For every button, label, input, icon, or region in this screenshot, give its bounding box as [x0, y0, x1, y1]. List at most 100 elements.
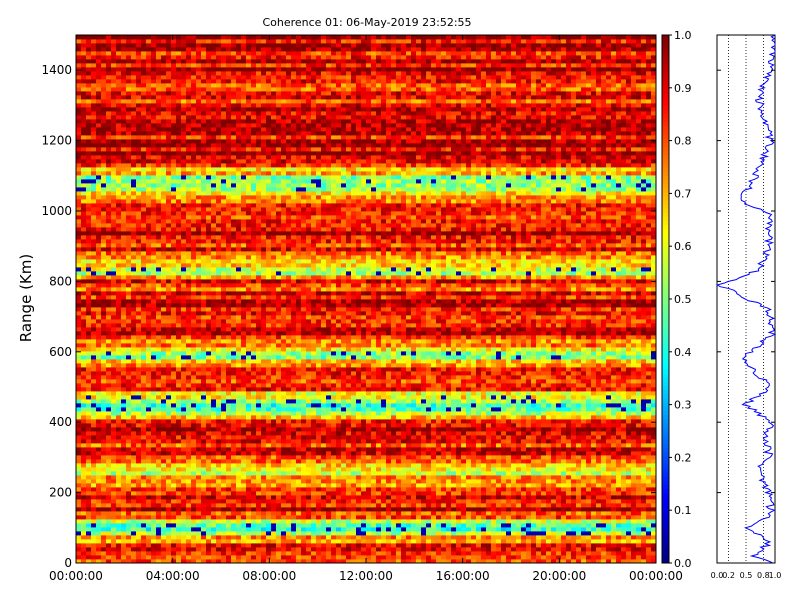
heatmap-cell — [91, 463, 97, 468]
heatmap-cell — [506, 431, 512, 436]
heatmap-cell — [276, 451, 282, 456]
heatmap-cell — [336, 403, 342, 408]
heatmap-cell — [246, 487, 252, 492]
heatmap-cell — [446, 395, 452, 400]
heatmap-cell — [591, 391, 597, 396]
heatmap-cell — [411, 403, 417, 408]
heatmap-cell — [271, 511, 277, 516]
heatmap-cell — [411, 471, 417, 476]
heatmap-cell — [206, 471, 212, 476]
heatmap-cell — [351, 539, 357, 544]
heatmap-cell — [366, 435, 372, 440]
heatmap-cell — [406, 483, 412, 488]
heatmap-cell — [531, 527, 537, 532]
heatmap-cell — [231, 555, 237, 560]
heatmap-cell — [501, 531, 507, 536]
heatmap-cell — [111, 495, 117, 500]
heatmap-cell — [631, 523, 637, 528]
heatmap-cell — [276, 407, 282, 412]
heatmap-cell — [281, 447, 287, 452]
heatmap-cell — [421, 423, 427, 428]
heatmap-cell — [431, 439, 437, 444]
heatmap-cell — [576, 463, 582, 468]
heatmap-cell — [221, 463, 227, 468]
heatmap-cell — [631, 503, 637, 508]
heatmap-cell — [441, 515, 447, 520]
heatmap-cell — [141, 447, 147, 452]
heatmap-cell — [96, 487, 102, 492]
heatmap-cell — [451, 435, 457, 440]
heatmap-cell — [311, 559, 317, 564]
heatmap-cell — [516, 483, 522, 488]
heatmap-cell — [311, 495, 317, 500]
heatmap-cell — [416, 479, 422, 484]
heatmap-cell — [206, 531, 212, 536]
heatmap-cell — [131, 411, 137, 416]
heatmap-cell — [416, 435, 422, 440]
heatmap-cell — [381, 535, 387, 540]
heatmap-cell — [211, 463, 217, 468]
heatmap-cell — [266, 523, 272, 528]
heatmap-cell — [361, 495, 367, 500]
heatmap-cell — [621, 535, 627, 540]
heatmap-cell — [136, 431, 142, 436]
heatmap-cell — [626, 471, 632, 476]
heatmap-cell — [411, 411, 417, 416]
heatmap-cell — [411, 455, 417, 460]
heatmap-cell — [116, 475, 122, 480]
heatmap-cell — [546, 551, 552, 556]
heatmap-cell — [171, 535, 177, 540]
heatmap-cell — [306, 499, 312, 504]
heatmap-cell — [176, 395, 182, 400]
heatmap-cell — [231, 547, 237, 552]
heatmap-cell — [466, 451, 472, 456]
heatmap-cell — [136, 503, 142, 508]
heatmap-cell — [131, 527, 137, 532]
heatmap-cell — [336, 523, 342, 528]
heatmap-cell — [296, 535, 302, 540]
heatmap-cell — [431, 399, 437, 404]
heatmap-cell — [581, 411, 587, 416]
heatmap-cell — [326, 415, 332, 420]
heatmap-cell — [521, 471, 527, 476]
heatmap-cell — [366, 515, 372, 520]
heatmap-cell — [631, 479, 637, 484]
heatmap-cell — [151, 531, 157, 536]
heatmap-cell — [241, 495, 247, 500]
heatmap-cell — [276, 463, 282, 468]
heatmap-cell — [346, 423, 352, 428]
heatmap-cell — [631, 435, 637, 440]
heatmap-cell — [396, 523, 402, 528]
heatmap-cell — [171, 543, 177, 548]
heatmap-cell — [491, 403, 497, 408]
heatmap-cell — [231, 531, 237, 536]
heatmap-cell — [331, 523, 337, 528]
heatmap-cell — [486, 407, 492, 412]
heatmap-cell — [486, 543, 492, 548]
heatmap-cell — [206, 487, 212, 492]
heatmap-cell — [251, 515, 257, 520]
heatmap-cell — [401, 559, 407, 564]
heatmap-cell — [401, 443, 407, 448]
heatmap-cell — [471, 495, 477, 500]
heatmap-cell — [311, 451, 317, 456]
heatmap-cell — [486, 483, 492, 488]
heatmap-cell — [546, 495, 552, 500]
heatmap-cell — [346, 455, 352, 460]
heatmap-cell — [456, 467, 462, 472]
heatmap-cell — [496, 467, 502, 472]
heatmap-cell — [501, 431, 507, 436]
heatmap-cell — [81, 547, 87, 552]
heatmap-cell — [256, 459, 262, 464]
heatmap-cell — [471, 515, 477, 520]
heatmap-cell — [126, 447, 132, 452]
heatmap-cell — [496, 447, 502, 452]
heatmap-cell — [166, 391, 172, 396]
heatmap-cell — [221, 435, 227, 440]
heatmap-cell — [211, 411, 217, 416]
heatmap-cell — [476, 487, 482, 492]
heatmap-cell — [116, 443, 122, 448]
heatmap-cell — [436, 531, 442, 536]
heatmap-cell — [646, 407, 652, 412]
heatmap-cell — [491, 495, 497, 500]
